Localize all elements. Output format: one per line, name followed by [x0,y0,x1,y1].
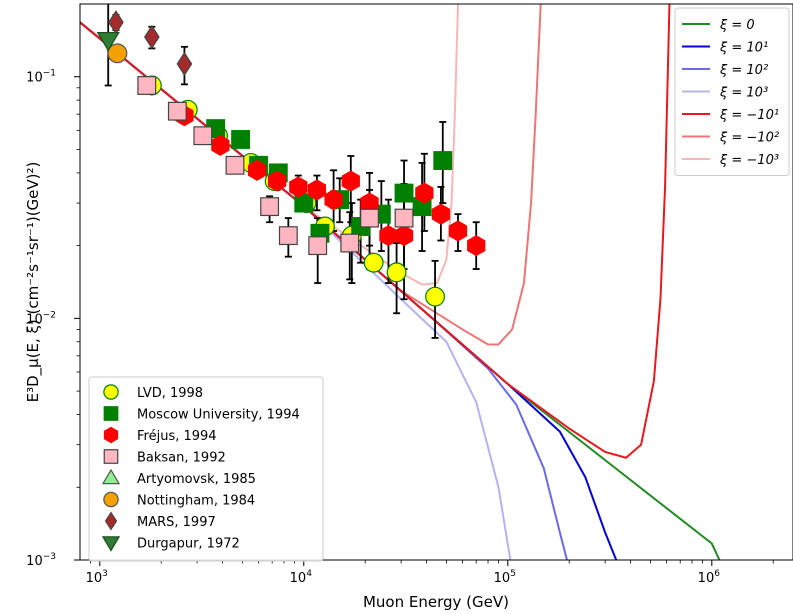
legend-data-marker-2 [103,426,119,444]
data-point-1-1 [231,130,251,149]
data-point-2-12 [431,203,451,225]
data-point-2-6 [324,189,343,211]
legend-data-label-5: Nottingham, 1984 [137,494,255,509]
data-point-1-9 [394,183,414,203]
legend-curve-label-2: ξ = 10² [719,63,768,78]
data-point-3-2 [193,126,213,146]
legend-curve-label-4: ξ = −10¹ [719,108,779,123]
legend-curve-label-5: ξ = −10² [719,131,779,146]
x-tick-label-2: 105 [494,569,516,586]
legend-data-marker-5 [103,491,119,508]
y-axis-label: E³D_μ(E, ξ) (cm⁻²s⁻¹sr⁻¹)(GeV)²) [24,162,43,403]
legend-data-label-6: MARS, 1997 [137,515,216,530]
data-point-3-8 [360,208,379,228]
data-point-0-9 [386,262,407,283]
legend-data-label-3: Baksan, 1992 [137,451,226,466]
data-point-3-1 [167,101,187,121]
x-tick-label-0: 103 [86,569,108,586]
data-point-2-13 [448,220,468,242]
legend-data-label-4: Artyomovsk, 1985 [137,472,256,487]
data-point-2-11 [415,182,434,204]
legend-data-label-0: LVD, 1998 [137,386,203,401]
axes-frame [79,3,793,561]
data-point-7-0 [96,31,120,52]
data-point-0-8 [363,252,384,273]
legend-data-marker-4 [101,468,121,485]
data-point-6-1 [143,24,160,50]
data-markers [96,10,486,307]
data-point-2-5 [307,179,327,201]
data-point-2-4 [289,176,308,198]
data-point-2-1 [211,134,230,156]
y-tick-label-2: 10−1 [26,69,56,86]
data-point-3-5 [278,226,298,246]
x-tick-label-1: 104 [290,569,313,586]
data-point-3-6 [308,236,328,256]
legend-curve-label-6: ξ = −10³ [719,153,779,168]
legend-curve-label-3: ξ = 10³ [719,86,768,101]
data-point-2-14 [467,235,486,257]
data-point-2-2 [247,159,267,181]
y-tick-label-0: 10−3 [26,552,56,569]
legend-data-marker-6 [104,511,118,531]
data-point-3-4 [260,197,280,217]
legend-curve-label-1: ξ = 10¹ [719,41,768,56]
x-axis-label: Muon Energy (GeV) [363,593,509,611]
legend-data-label-2: Fréjus, 1994 [137,429,217,444]
legend-data: LVD, 1998 Moscow University, 1994 Fréjus, … [88,376,324,562]
legend-data-label-1: Moscow University, 1994 [137,408,300,423]
data-point-2-9 [379,225,398,247]
legend-curves: ξ = 0 ξ = 10¹ ξ = 10² ξ = 10³ ξ = −10¹ ξ = −1… [674,7,790,176]
data-point-6-2 [176,51,193,77]
data-point-3-7 [340,233,360,253]
legend-curve-label-0: ξ = 0 [719,18,755,33]
x-tick-label-3: 106 [698,569,721,586]
legend-data-marker-7 [101,536,121,552]
legend-data-box [88,376,324,562]
data-point-3-0 [137,76,157,95]
legend-curves-box [674,7,790,176]
data-point-1-11 [433,151,453,170]
legend-data-marker-3 [103,449,119,464]
legend-data-marker-1 [103,406,119,421]
legend-data-marker-0 [103,384,119,400]
data-point-2-3 [267,170,287,192]
legend-data-label-7: Durgapur, 1972 [137,537,240,552]
data-point-3-9 [394,208,414,228]
data-point-5-0 [107,43,128,64]
data-point-2-10 [394,225,414,247]
curve-0 [80,4,459,286]
data-point-3-3 [225,155,245,175]
curve-6 [80,4,671,459]
data-point-2-7 [341,170,360,192]
data-point-0-10 [425,286,446,307]
